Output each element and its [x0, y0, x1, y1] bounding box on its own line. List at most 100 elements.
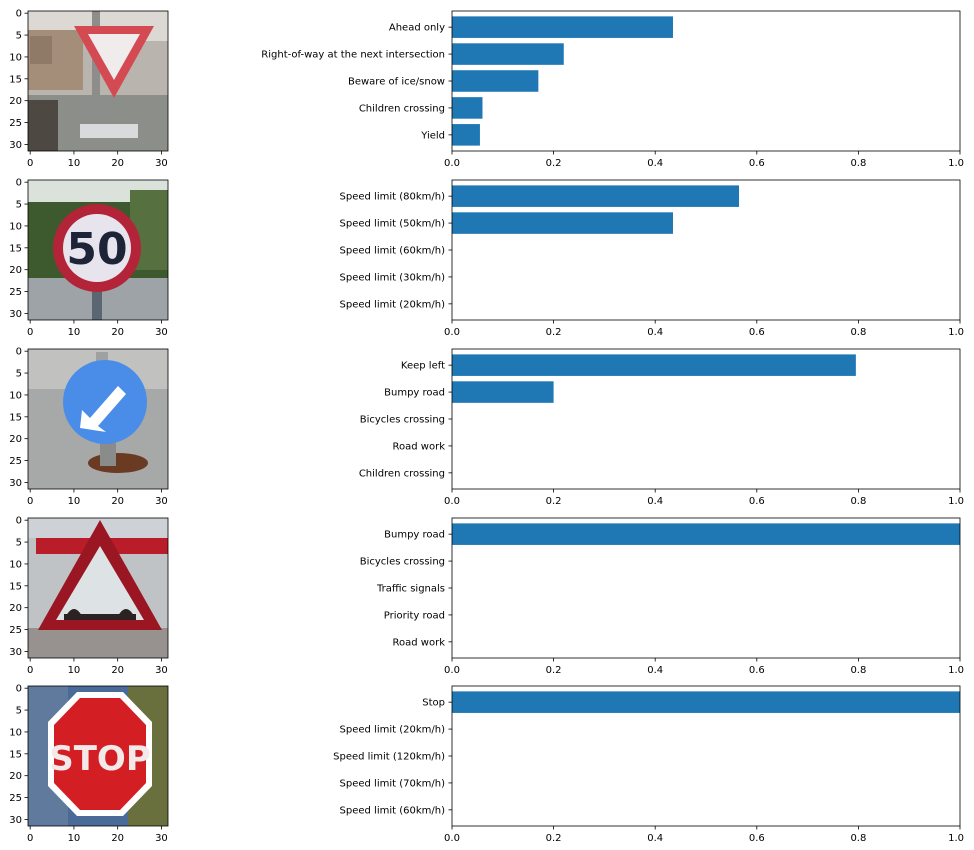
bar	[452, 97, 483, 119]
image-y-tick-label: 20	[9, 265, 22, 276]
image-x-tick-label: 0	[27, 833, 33, 844]
bar-category-label: Speed limit (50km/h)	[340, 219, 446, 230]
image-y-tick-label: 0	[16, 684, 22, 695]
image-x-tick-label: 20	[111, 833, 124, 844]
image-frame	[27, 517, 169, 659]
image-x-tick-label: 0	[27, 665, 33, 676]
stop-sign-text: STOP	[49, 739, 151, 779]
bar-category-label: Road work	[393, 441, 446, 452]
bar	[452, 70, 539, 92]
image-y-tick-label: 5	[16, 31, 22, 42]
image-x-tick-label: 10	[68, 158, 81, 169]
bar	[452, 354, 856, 376]
bar-category-label: Speed limit (60km/h)	[340, 246, 446, 257]
bar-category-label: Speed limit (70km/h)	[340, 778, 446, 789]
image-y-tick-label: 10	[9, 727, 22, 738]
bar-chart-4: Bumpy road Bicycles crossing Traffic signa…	[360, 517, 964, 676]
image-x-tick-label: 20	[111, 665, 124, 676]
image-x-tick-label: 20	[111, 158, 124, 169]
bar-category-label: Bumpy road	[384, 530, 445, 541]
image-y-tick-label: 5	[16, 538, 22, 549]
sign-image-5: STOP	[28, 686, 168, 826]
bar-x-tick-label: 0.8	[850, 496, 866, 507]
bar	[452, 185, 740, 207]
image-x-tick-label: 20	[111, 496, 124, 507]
image-x-tick-label: 30	[155, 327, 168, 338]
image-axes-5: 0 10 20 30 0 5 10 15 20 25 30	[9, 684, 169, 844]
image-y-tick-label: 30	[9, 140, 22, 151]
bar-x-tick-label: 1.0	[948, 665, 964, 676]
bar-frame	[451, 348, 961, 490]
bar-x-tick-label: 0.6	[749, 327, 765, 338]
bar-category-label: Road work	[393, 637, 446, 648]
image-frame	[27, 685, 169, 827]
image-x-tick-label: 30	[155, 158, 168, 169]
image-y-tick-label: 10	[9, 390, 22, 401]
image-y-tick-label: 15	[9, 74, 22, 85]
image-axes-3: 0 10 20 30 0 5 10 15 20 25 30	[9, 347, 169, 507]
bar-category-label: Right-of-way at the next intersection	[261, 50, 445, 61]
bar-x-tick-label: 1.0	[948, 833, 964, 844]
sign-image-1	[28, 11, 168, 151]
image-y-tick-label: 10	[9, 221, 22, 232]
bar-x-tick-label: 0.8	[850, 665, 866, 676]
image-x-tick-label: 10	[68, 665, 81, 676]
image-axes-2: 0 10 20 30 0 5 10 15 20 25 30	[9, 178, 169, 338]
bar-frame	[451, 179, 961, 321]
image-x-tick-label: 0	[27, 158, 33, 169]
image-y-tick-label: 10	[9, 559, 22, 570]
bar-x-tick-label: 0.2	[546, 833, 562, 844]
bar-frame	[451, 685, 961, 827]
bar-category-label: Stop	[422, 698, 445, 709]
image-y-tick-label: 25	[9, 287, 22, 298]
bar	[452, 381, 554, 403]
image-y-tick-label: 25	[9, 625, 22, 636]
bar-category-label: Beware of ice/snow	[348, 77, 445, 88]
bar-category-label: Ahead only	[389, 23, 445, 34]
image-y-tick-label: 0	[16, 516, 22, 527]
bar	[452, 16, 673, 38]
bar-x-tick-label: 0.0	[444, 158, 460, 169]
image-y-tick-label: 30	[9, 478, 22, 489]
image-x-tick-label: 30	[155, 496, 168, 507]
image-x-tick-label: 30	[155, 665, 168, 676]
bar-x-tick-label: 0.6	[749, 665, 765, 676]
bar-x-tick-label: 0.2	[546, 665, 562, 676]
image-x-tick-label: 10	[68, 327, 81, 338]
bar	[452, 523, 960, 545]
image-frame	[27, 348, 169, 490]
image-x-tick-label: 10	[68, 496, 81, 507]
sign-image-2: 50	[28, 180, 168, 320]
bar-x-tick-label: 0.0	[444, 833, 460, 844]
bar-x-tick-label: 0.4	[647, 833, 663, 844]
image-y-tick-label: 20	[9, 434, 22, 445]
bar-frame	[451, 10, 961, 152]
bar-chart-5: Stop Speed limit (20km/h) Speed limit (120…	[333, 685, 964, 844]
bar-chart-2: Speed limit (80km/h) Speed limit (50km/h)…	[340, 179, 964, 338]
bar-x-tick-label: 0.0	[444, 665, 460, 676]
bar-x-tick-label: 0.2	[546, 158, 562, 169]
bar-x-tick-label: 1.0	[948, 327, 964, 338]
image-y-tick-label: 25	[9, 793, 22, 804]
bar-chart-1: Ahead only Right-of-way at the next inter…	[261, 10, 964, 169]
bar-category-label: Priority road	[384, 610, 445, 621]
bar-x-tick-label: 0.8	[850, 833, 866, 844]
bar-x-tick-label: 1.0	[948, 496, 964, 507]
image-x-tick-label: 30	[155, 833, 168, 844]
bar-category-label: Children crossing	[359, 468, 445, 479]
bar-x-tick-label: 0.8	[850, 327, 866, 338]
svg-text:50: 50	[66, 224, 127, 275]
image-y-tick-label: 10	[9, 52, 22, 63]
image-y-tick-label: 30	[9, 647, 22, 658]
bar-category-label: Speed limit (20km/h)	[340, 725, 446, 736]
bar-x-tick-label: 0.6	[749, 496, 765, 507]
bar-x-tick-label: 0.4	[647, 665, 663, 676]
image-y-tick-label: 0	[16, 178, 22, 189]
image-y-tick-label: 25	[9, 456, 22, 467]
image-axes-4: 0 10 20 30 0 5 10 15 20 25 30	[9, 516, 169, 676]
bar	[452, 124, 480, 146]
sign-image-3	[28, 349, 168, 489]
bar-category-label: Keep left	[401, 361, 445, 372]
bar-x-tick-label: 0.6	[749, 833, 765, 844]
